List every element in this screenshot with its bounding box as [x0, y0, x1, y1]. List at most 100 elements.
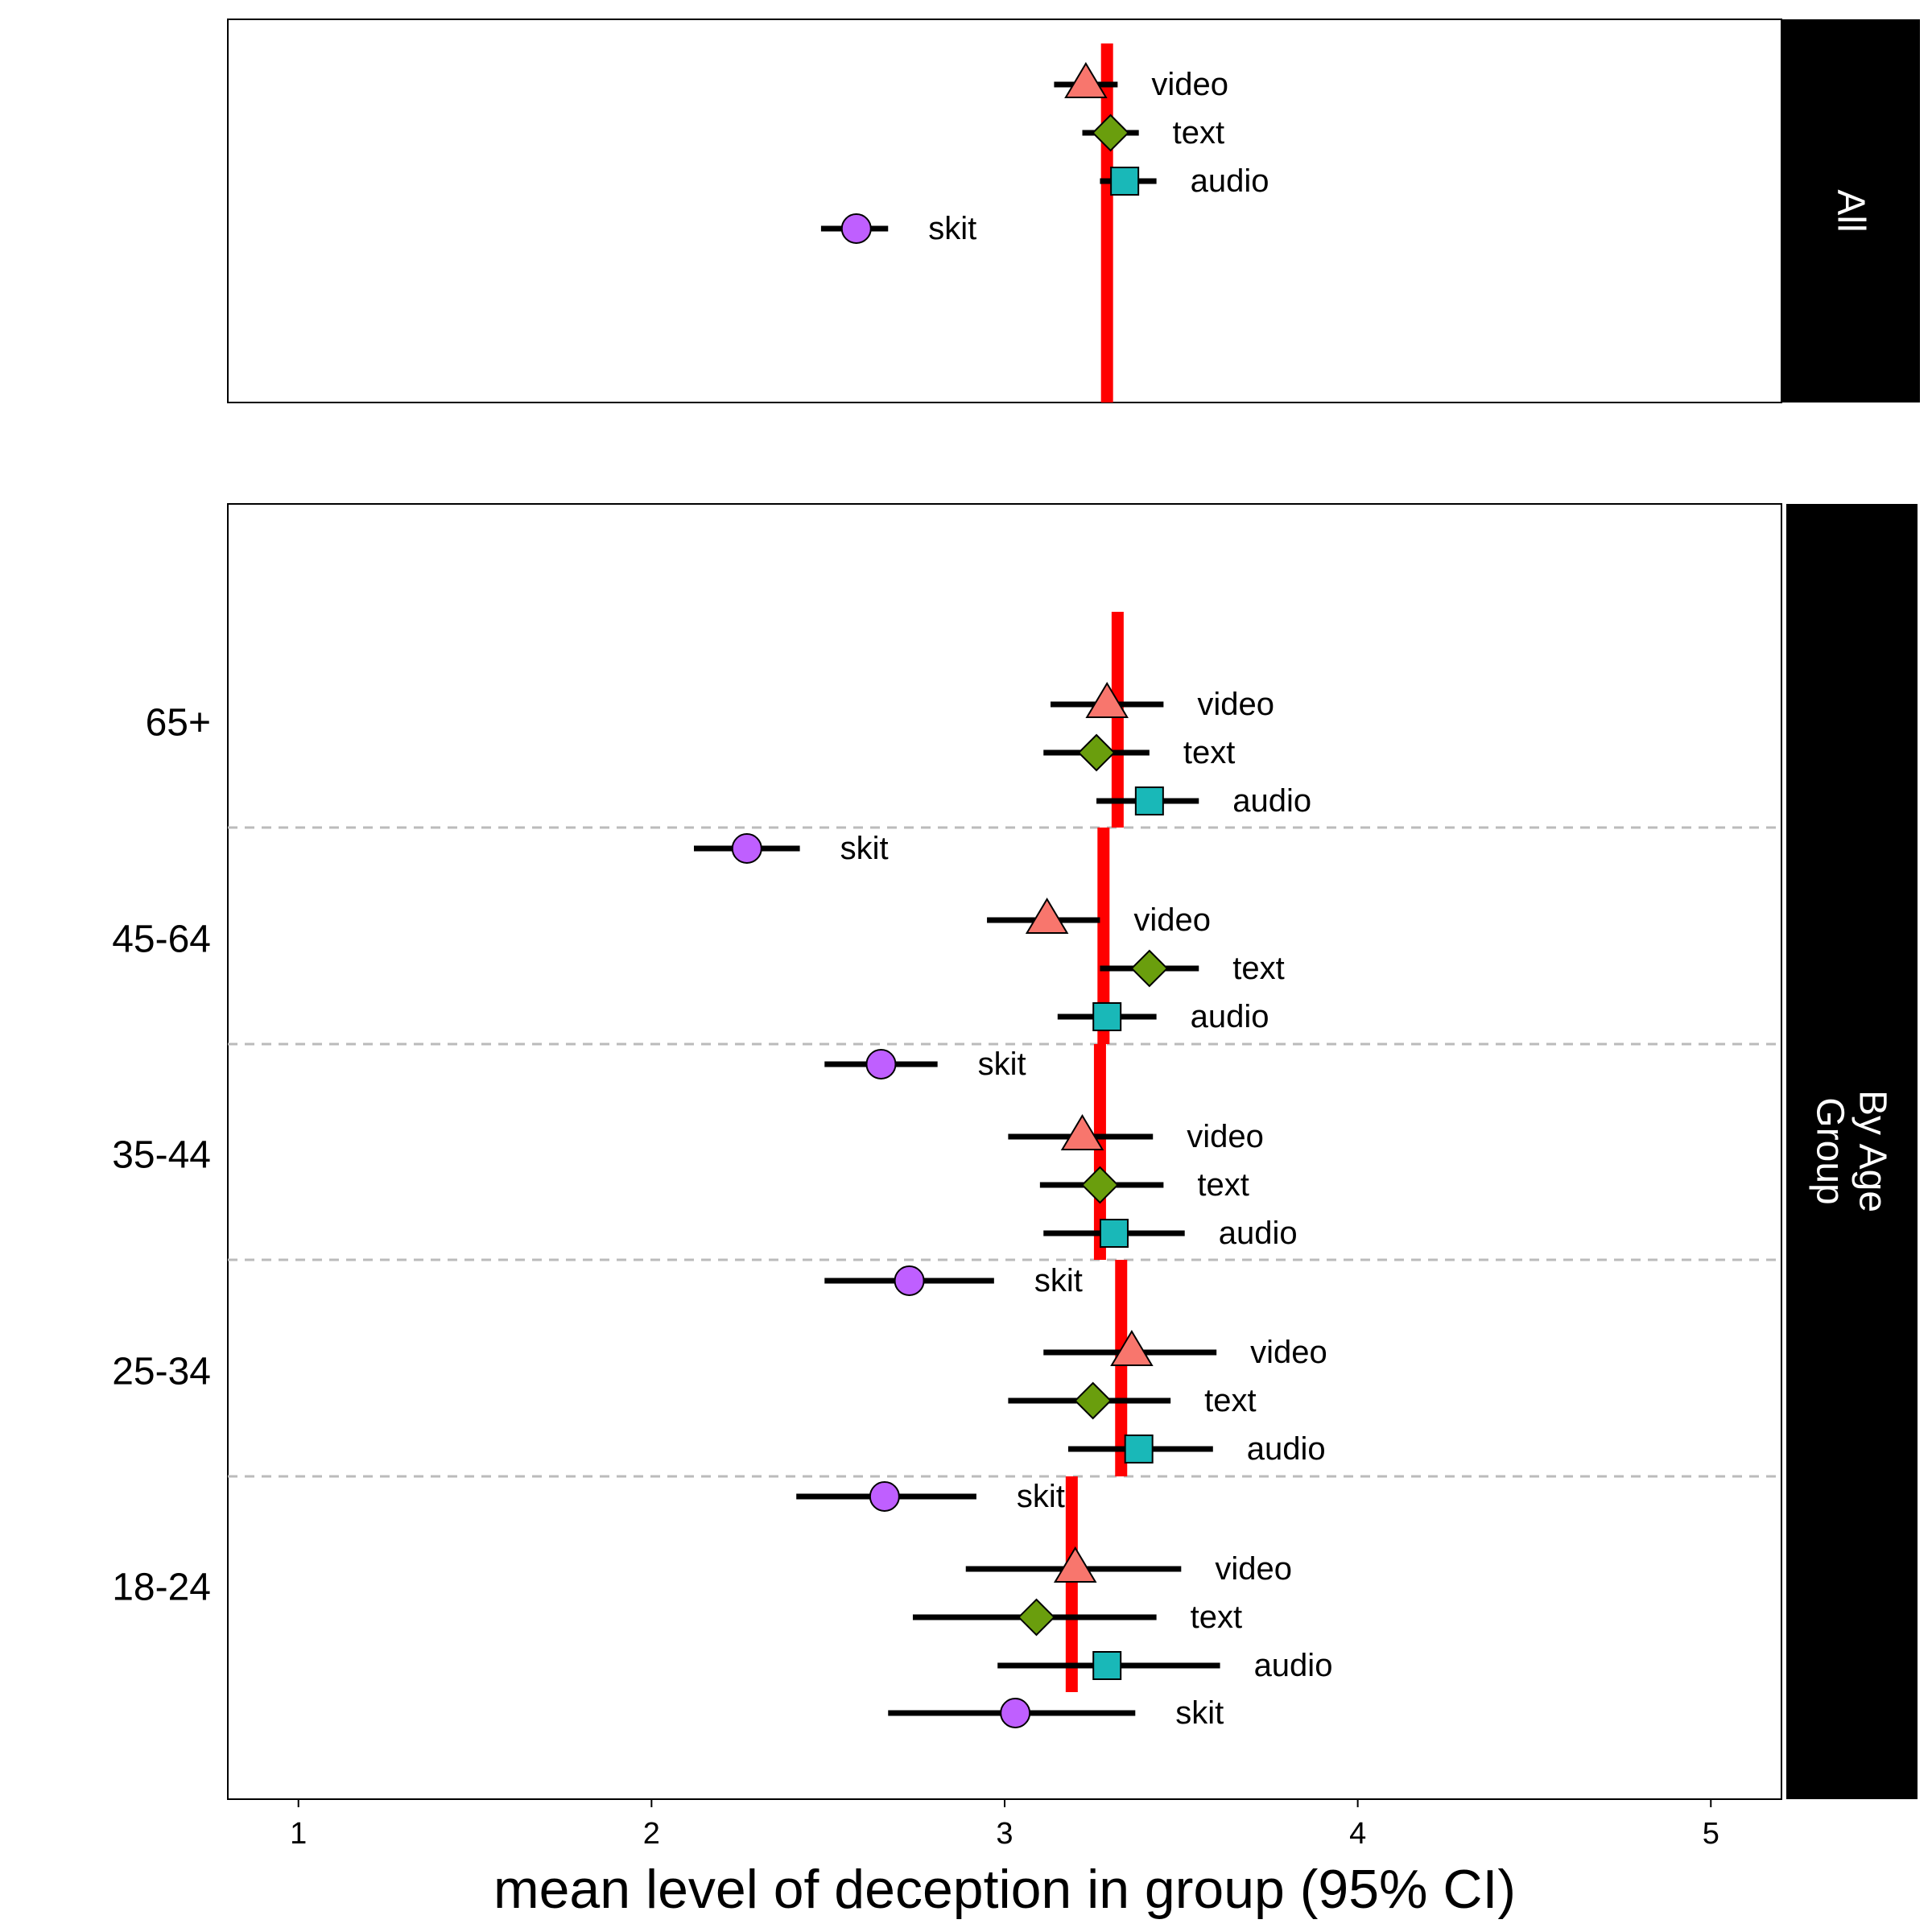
point-audio: audio: [1100, 163, 1269, 199]
point-text: text: [1008, 1381, 1257, 1420]
group-all: video text audio skit: [820, 43, 1269, 402]
circle-marker: [1000, 1698, 1031, 1728]
group-65+: video text audio skit: [694, 612, 1311, 866]
y-tick-label: 25-34: [112, 1351, 211, 1393]
square-marker: [1134, 786, 1164, 815]
point-audio: audio: [997, 1648, 1332, 1683]
y-tick-label: 65+: [146, 702, 211, 745]
x-axis: 1 2 3 4 5: [290, 1799, 1719, 1851]
point-audio: audio: [1067, 1431, 1326, 1467]
point-label: video: [1250, 1335, 1327, 1370]
panel-by-age-strip-label: By AgeGroup: [1809, 1090, 1894, 1212]
point-skit: skit: [888, 1695, 1224, 1731]
square-marker: [1110, 167, 1140, 196]
panel-all-strip-label: All: [1830, 189, 1872, 232]
point-label: video: [1133, 902, 1211, 938]
panel-by-age-strip: [1786, 504, 1918, 1799]
triangle-marker: [1064, 62, 1108, 98]
strip-label-line: Group: [1809, 1097, 1852, 1204]
point-label: video: [1187, 1119, 1264, 1154]
point-label: skit: [840, 831, 889, 866]
point-audio: audio: [1057, 999, 1269, 1034]
point-label: skit: [1175, 1695, 1224, 1731]
triangle-marker: [1060, 1114, 1104, 1150]
point-label: skit: [1017, 1479, 1065, 1514]
point-video: video: [1051, 682, 1274, 722]
point-video: video: [1054, 62, 1228, 102]
point-label: text: [1173, 115, 1224, 151]
diamond-marker: [1130, 949, 1169, 988]
point-text: text: [912, 1598, 1242, 1637]
panel-all: All video text audio skit: [227, 19, 1920, 403]
diamond-marker: [1077, 733, 1116, 772]
x-tick-label: 1: [290, 1817, 307, 1851]
circle-marker: [731, 833, 762, 864]
point-skit: skit: [824, 1046, 1026, 1082]
point-video: video: [987, 898, 1211, 938]
square-marker: [1124, 1435, 1154, 1463]
point-text: text: [1100, 949, 1285, 988]
point-label: audio: [1191, 163, 1269, 199]
triangle-marker: [1110, 1330, 1154, 1366]
point-label: text: [1204, 1383, 1256, 1418]
y-tick-label: 45-64: [112, 919, 211, 961]
panel-by-age-frame: [227, 503, 1782, 1800]
point-label: audio: [1247, 1431, 1326, 1467]
point-video: video: [965, 1546, 1292, 1587]
diamond-marker: [1018, 1598, 1055, 1637]
panel-all-strip: [1781, 19, 1920, 402]
point-label: audio: [1232, 783, 1311, 819]
x-tick-label: 3: [996, 1817, 1013, 1851]
point-skit: skit: [796, 1479, 1065, 1514]
point-label: text: [1183, 735, 1235, 770]
circle-marker: [865, 1049, 897, 1080]
square-marker: [1092, 1651, 1122, 1680]
strip-label-line: By Age: [1852, 1090, 1894, 1212]
triangle-marker: [1085, 682, 1129, 718]
circle-marker: [869, 1481, 900, 1512]
group-25-34: video text audio skit: [796, 1260, 1327, 1514]
panel-all-frame: [227, 19, 1782, 403]
point-label: video: [1215, 1551, 1292, 1587]
svg-text:By AgeGroup: By AgeGroup: [1809, 1090, 1894, 1212]
group-35-44: video text audio skit: [824, 1044, 1298, 1298]
y-tick-label: 35-44: [112, 1134, 211, 1177]
point-skit: skit: [820, 211, 976, 246]
x-tick-label: 5: [1703, 1817, 1719, 1851]
diamond-marker: [1074, 1381, 1113, 1420]
group-18-24: video text audio skit: [888, 1476, 1332, 1731]
y-tick-label: 18-24: [112, 1567, 211, 1609]
diamond-marker: [1092, 114, 1130, 152]
point-skit: skit: [824, 1263, 1083, 1298]
panel-by-age: By AgeGroup videotextaudioskit65+videote…: [112, 503, 1918, 1800]
point-label: skit: [978, 1046, 1026, 1082]
point-label: audio: [1254, 1648, 1333, 1683]
point-label: text: [1197, 1167, 1249, 1203]
point-skit: skit: [694, 831, 889, 866]
point-label: text: [1191, 1600, 1242, 1635]
panel-all-marks: video text audio skit: [820, 43, 1269, 402]
point-text: text: [1039, 1166, 1249, 1204]
point-label: skit: [1034, 1263, 1083, 1298]
circle-marker: [894, 1265, 925, 1296]
diamond-marker: [1081, 1166, 1119, 1204]
point-label: video: [1197, 687, 1274, 722]
triangle-marker: [1025, 898, 1069, 934]
point-label: audio: [1219, 1216, 1298, 1251]
point-text: text: [1082, 114, 1224, 152]
point-label: skit: [928, 211, 976, 246]
point-video: video: [1008, 1114, 1264, 1154]
point-video: video: [1043, 1330, 1327, 1370]
group-45-64: video text audio skit: [824, 828, 1285, 1082]
square-marker: [1092, 1002, 1122, 1031]
panel-by-age-marks: video text audio skit 65+ video text audio skit 4…: [112, 612, 1781, 1731]
triangle-marker: [1053, 1546, 1097, 1583]
point-text: text: [1043, 733, 1235, 772]
x-tick-label: 2: [643, 1817, 660, 1851]
x-tick-label: 4: [1349, 1817, 1366, 1851]
point-audio: audio: [1096, 783, 1311, 819]
point-audio: audio: [1043, 1216, 1298, 1251]
circle-marker: [840, 213, 872, 244]
point-label: text: [1232, 951, 1284, 986]
